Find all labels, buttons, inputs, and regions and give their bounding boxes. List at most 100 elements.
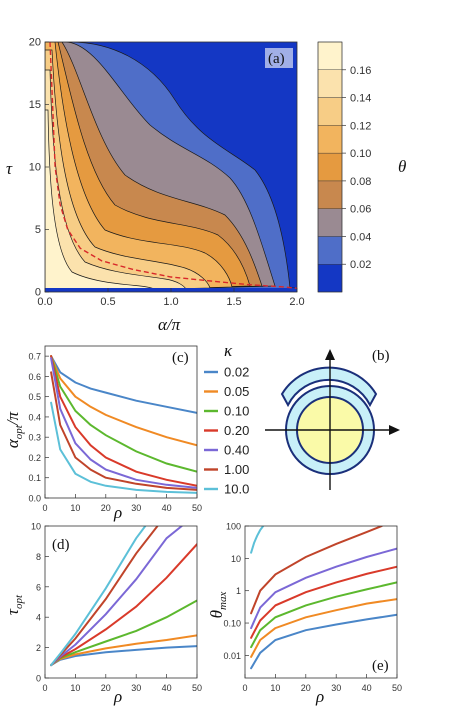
outer-arc-segment <box>280 366 378 408</box>
y-tick-label: 0.10 <box>223 619 241 629</box>
legend-label: 0.40 <box>224 443 249 458</box>
y-tick-label: 0.5 <box>28 392 41 402</box>
ticks-d: 0 10 20 30 40 50 0 2 4 6 8 10 <box>31 522 202 694</box>
colorbar-frame <box>317 41 343 293</box>
xlabel-e: ρ <box>315 687 324 706</box>
y-tick-label: 0 <box>35 287 41 299</box>
legend-label: 10.0 <box>224 482 249 497</box>
ticks-c: 0 10 20 30 40 50 0.0 0.1 0.2 0.3 0.4 0.5 0.6 0.7 <box>28 352 202 513</box>
ylabel-c: αopt/π <box>3 411 25 448</box>
x-tick-label: 10 <box>270 683 280 693</box>
x-tick-label: 2.0 <box>289 296 304 308</box>
y-tick-label: 0.2 <box>28 453 41 463</box>
x-tick-label: 50 <box>392 683 402 693</box>
panel-c: (c) 0 10 20 30 40 500.00.10.20.30.40.50.60.7 … <box>3 345 202 522</box>
lines-e <box>250 526 397 670</box>
x-tick-label: 40 <box>162 503 172 513</box>
colorbar-tick-label: 0.14 <box>350 93 371 105</box>
x-tick-label: 0 <box>42 683 47 693</box>
panel-label-d: (d) <box>52 537 70 553</box>
panel-label-c: (c) <box>172 350 189 366</box>
y-tick-label: 100 <box>226 522 241 532</box>
y-tick-label: 0.3 <box>28 433 41 443</box>
contour-field <box>45 42 297 292</box>
panel-label-a: (a) <box>268 51 285 67</box>
legend-label: 0.02 <box>224 365 249 380</box>
colorbar-tick-label: 0.08 <box>350 176 371 188</box>
y-tick-label: 4 <box>36 613 41 623</box>
x-tick-label: 40 <box>162 683 172 693</box>
series-line-1.00 <box>250 526 383 615</box>
colorbar-band <box>317 41 343 70</box>
series-line-0.02 <box>250 613 397 670</box>
y-tick-label: 0 <box>36 674 41 684</box>
x-tick-label: 0 <box>242 683 247 693</box>
panel-d: (d) 0 10 20 30 40 50 0 2 4 6 8 10 ρ τopt <box>3 522 202 707</box>
series-line-0.20 <box>50 355 197 487</box>
x-tick-label: 50 <box>192 503 202 513</box>
colorbar-band <box>317 236 343 265</box>
panel-a: (a) 0.0 0.5 1.0 1.5 2.0 0 5 10 15 20 α/π τ <box>6 37 305 335</box>
series-line-0.05 <box>50 355 197 447</box>
legend-label: 0.05 <box>224 384 249 399</box>
y-tick-label: 0.6 <box>28 372 41 382</box>
x-tick-label: 20 <box>301 683 311 693</box>
colorbar-label: θ <box>398 157 406 176</box>
series-line-10.0 <box>50 401 197 494</box>
y-tick-label: 0.4 <box>28 412 41 422</box>
ticks-a: 0.0 0.5 1.0 1.5 2.0 0 5 10 15 20 <box>29 37 305 309</box>
x-tick-label: 0.0 <box>37 296 52 308</box>
frame-e <box>244 525 398 679</box>
panel-label-a-box <box>265 48 293 68</box>
series-line-0.10 <box>50 355 197 473</box>
panel-label-e: (e) <box>372 658 389 674</box>
x-tick-label: 1.0 <box>163 296 178 308</box>
colorbar-tick-label: 0.16 <box>350 65 371 77</box>
panel-label-b: (b) <box>372 348 390 364</box>
lines-d <box>50 526 197 667</box>
legend-label: 1.00 <box>224 462 249 477</box>
y-tick-label: 0.01 <box>223 651 241 661</box>
colorbar-ticks: 0.02 0.04 0.06 0.08 0.10 0.12 0.14 0.16 <box>342 65 371 271</box>
y-tick-label: 1 <box>236 586 241 596</box>
series-line-0.40 <box>50 526 183 667</box>
x-tick-label: 20 <box>101 683 111 693</box>
x-tick-label: 0 <box>42 503 47 513</box>
x-tick-label: 20 <box>101 503 111 513</box>
ylabel-a: τ <box>6 159 13 178</box>
colorbar-band <box>317 208 343 237</box>
colorbar-bands <box>317 41 343 293</box>
series-line-10.0 <box>50 526 147 667</box>
x-tick-label: 30 <box>131 683 141 693</box>
series-line-0.02 <box>50 355 197 414</box>
y-tick-label: 10 <box>29 162 41 174</box>
colorbar-tick-label: 0.04 <box>350 231 371 243</box>
y-arrowhead <box>325 349 335 360</box>
y-tick-label: 0.7 <box>28 352 41 362</box>
y-tick-label: 0.0 <box>28 494 41 504</box>
x-tick-label: 1.5 <box>226 296 241 308</box>
optimal-alpha-dashed-line <box>49 42 297 289</box>
y-tick-label: 5 <box>35 224 41 236</box>
legend-label: 0.10 <box>224 404 249 419</box>
x-tick-label: 30 <box>331 683 341 693</box>
y-tick-label: 10 <box>231 554 241 564</box>
series-line-0.40 <box>250 547 397 630</box>
x-tick-label: 30 <box>131 503 141 513</box>
y-tick-label: 8 <box>36 552 41 562</box>
xlabel-a: α/π <box>158 315 181 334</box>
panel-b-diagram: (b) <box>265 348 400 490</box>
contour-level-5 <box>45 42 233 292</box>
x-tick-label: 10 <box>70 503 80 513</box>
colorbar-band <box>317 69 343 98</box>
x-tick-label: 40 <box>362 683 372 693</box>
colorbar-band <box>317 180 343 209</box>
series-line-10.0 <box>250 526 265 554</box>
x-tick-label: 50 <box>192 683 202 693</box>
ticks-e: 0 10 20 30 40 50 0.01 0.10 1 10 100 <box>223 522 402 694</box>
ylabel-d: τopt <box>3 594 25 615</box>
colorbar-band <box>317 264 343 293</box>
colorbar: 0.02 0.04 0.06 0.08 0.10 0.12 0.14 0.16 θ <box>317 41 406 293</box>
colorbar-tick-label: 0.12 <box>350 120 371 132</box>
